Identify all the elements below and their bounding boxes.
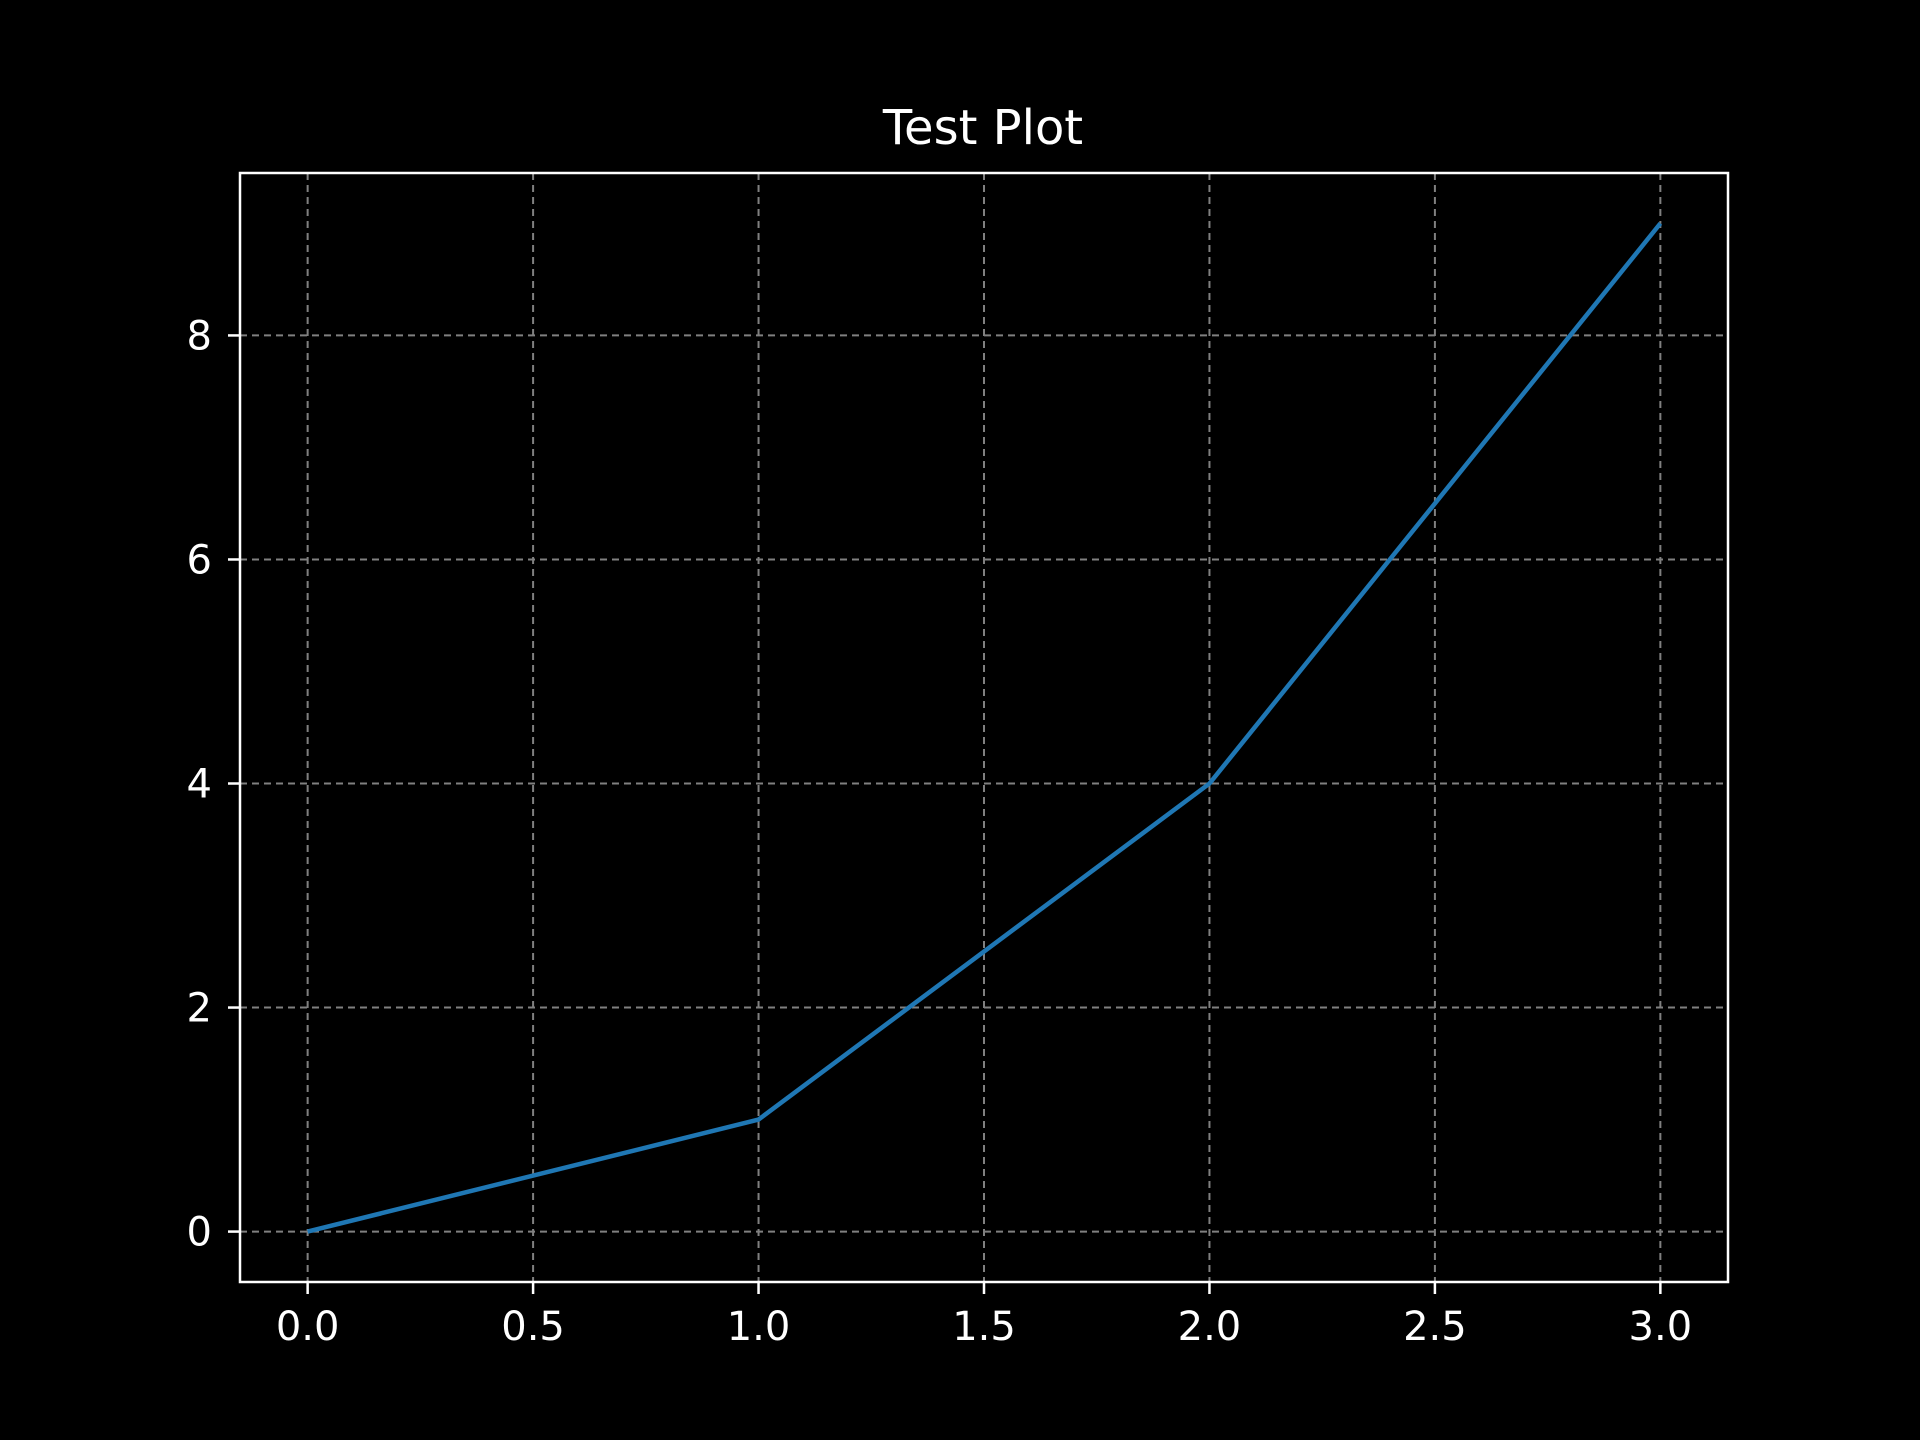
x-tick-label: 0.5 <box>501 1304 565 1350</box>
y-tick-label: 4 <box>187 762 212 808</box>
series <box>307 221 1663 1234</box>
x-tick-label: 2.0 <box>1178 1304 1242 1350</box>
series-line <box>307 221 1663 1234</box>
x-tick-label: 3.0 <box>1629 1304 1693 1350</box>
grid <box>240 173 1728 1282</box>
y-tick-label: 2 <box>187 986 212 1032</box>
x-tick-label: 0.0 <box>276 1304 340 1350</box>
y-tick-label: 6 <box>187 537 212 583</box>
x-tick-label: 2.5 <box>1403 1304 1467 1350</box>
x-tick-label: 1.0 <box>727 1304 791 1350</box>
y-tick-label: 0 <box>187 1210 212 1256</box>
ticks: 0.0 0.5 1.0 1.5 2.0 2.5 3.0 0 2 4 6 8 <box>187 313 1693 1350</box>
y-tick-label: 8 <box>187 313 212 359</box>
chart-title: Test Plot <box>882 100 1083 156</box>
x-tick-label: 1.5 <box>952 1304 1016 1350</box>
